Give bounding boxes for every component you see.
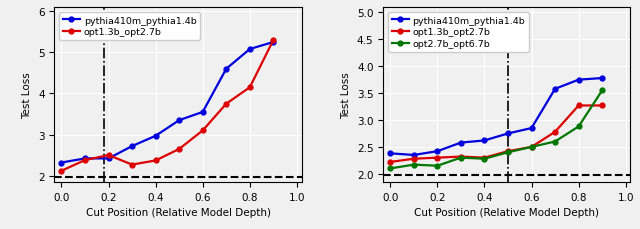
opt1.3b_opt2.7b <box>410 158 418 160</box>
Y-axis label: Test Loss: Test Loss <box>22 72 33 118</box>
opt2.7b_opt6.7b <box>433 165 441 167</box>
pythia410m_pythia1.4b <box>433 150 441 153</box>
opt1.3b_opt2.7b <box>433 157 441 159</box>
pythia410m_pythia1.4b <box>598 77 606 80</box>
opt1.3b_opt2.7b <box>575 105 582 107</box>
pythia410m_pythia1.4b <box>128 145 136 148</box>
pythia410m_pythia1.4b <box>527 127 535 130</box>
opt1.3b_opt2.7b <box>246 87 253 89</box>
pythia410m_pythia1.4b <box>551 88 559 91</box>
pythia410m_pythia1.4b <box>269 41 277 44</box>
opt2.7b_opt6.7b <box>387 167 394 170</box>
opt1.3b_opt2.7b <box>387 161 394 164</box>
Legend: pythia410m_pythia1.4b, opt1.3b_opt2.7b: pythia410m_pythia1.4b, opt1.3b_opt2.7b <box>59 13 200 41</box>
Line: opt1.3b_opt2.7b: opt1.3b_opt2.7b <box>59 38 276 173</box>
pythia410m_pythia1.4b <box>223 68 230 71</box>
opt1.3b_opt2.7b <box>175 148 183 151</box>
Line: opt2.7b_opt6.7b: opt2.7b_opt6.7b <box>388 89 605 171</box>
pythia410m_pythia1.4b <box>81 157 89 160</box>
opt1.3b_opt2.7b <box>457 155 465 158</box>
pythia410m_pythia1.4b <box>504 133 512 135</box>
opt1.3b_opt2.7b <box>527 146 535 149</box>
opt1.3b_opt2.7b <box>269 39 277 42</box>
pythia410m_pythia1.4b <box>175 119 183 122</box>
pythia410m_pythia1.4b <box>457 142 465 144</box>
pythia410m_pythia1.4b <box>105 157 113 160</box>
Line: pythia410m_pythia1.4b: pythia410m_pythia1.4b <box>59 40 276 165</box>
opt2.7b_opt6.7b <box>575 125 582 128</box>
pythia410m_pythia1.4b <box>199 111 207 114</box>
opt1.3b_opt2.7b <box>223 103 230 106</box>
pythia410m_pythia1.4b <box>246 48 253 51</box>
Y-axis label: Test Loss: Test Loss <box>341 72 351 118</box>
opt2.7b_opt6.7b <box>598 90 606 92</box>
opt1.3b_opt2.7b <box>481 157 488 159</box>
opt1.3b_opt2.7b <box>551 131 559 134</box>
opt1.3b_opt2.7b <box>128 164 136 166</box>
Legend: pythia410m_pythia1.4b, opt1.3b_opt2.7b, opt2.7b_opt6.7b: pythia410m_pythia1.4b, opt1.3b_opt2.7b, … <box>388 13 529 53</box>
Line: pythia410m_pythia1.4b: pythia410m_pythia1.4b <box>388 76 605 158</box>
opt2.7b_opt6.7b <box>527 146 535 149</box>
opt2.7b_opt6.7b <box>551 141 559 143</box>
opt2.7b_opt6.7b <box>457 157 465 159</box>
opt2.7b_opt6.7b <box>481 158 488 160</box>
opt1.3b_opt2.7b <box>598 105 606 107</box>
opt1.3b_opt2.7b <box>199 129 207 132</box>
opt2.7b_opt6.7b <box>504 151 512 154</box>
opt1.3b_opt2.7b <box>58 170 65 172</box>
pythia410m_pythia1.4b <box>152 135 159 138</box>
pythia410m_pythia1.4b <box>410 154 418 157</box>
pythia410m_pythia1.4b <box>387 152 394 155</box>
Line: opt1.3b_opt2.7b: opt1.3b_opt2.7b <box>388 104 605 165</box>
opt1.3b_opt2.7b <box>81 159 89 162</box>
pythia410m_pythia1.4b <box>58 161 65 164</box>
pythia410m_pythia1.4b <box>481 139 488 142</box>
opt1.3b_opt2.7b <box>152 159 159 162</box>
opt2.7b_opt6.7b <box>410 164 418 166</box>
pythia410m_pythia1.4b <box>575 79 582 82</box>
opt1.3b_opt2.7b <box>105 154 113 157</box>
opt1.3b_opt2.7b <box>504 150 512 153</box>
X-axis label: Cut Position (Relative Model Depth): Cut Position (Relative Model Depth) <box>414 207 599 217</box>
X-axis label: Cut Position (Relative Model Depth): Cut Position (Relative Model Depth) <box>86 207 271 217</box>
